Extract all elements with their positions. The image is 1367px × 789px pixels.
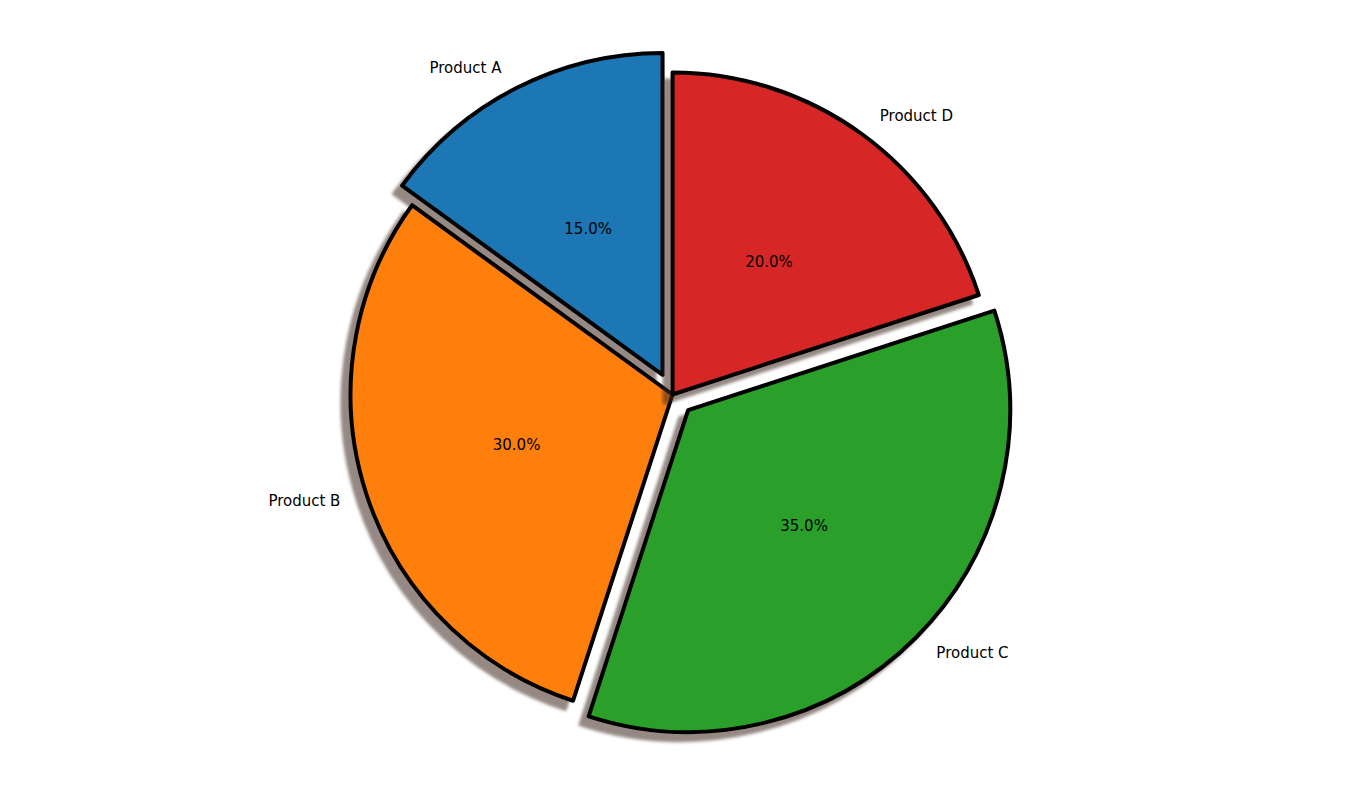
svg-text:20.0%: 20.0% xyxy=(745,253,793,271)
svg-text:Product A: Product A xyxy=(429,59,502,77)
svg-text:15.0%: 15.0% xyxy=(564,220,612,238)
svg-text:Product C: Product C xyxy=(936,644,1008,662)
svg-text:Product B: Product B xyxy=(268,492,340,510)
svg-text:Product D: Product D xyxy=(880,107,953,125)
svg-text:30.0%: 30.0% xyxy=(493,436,541,454)
svg-text:35.0%: 35.0% xyxy=(780,517,828,535)
